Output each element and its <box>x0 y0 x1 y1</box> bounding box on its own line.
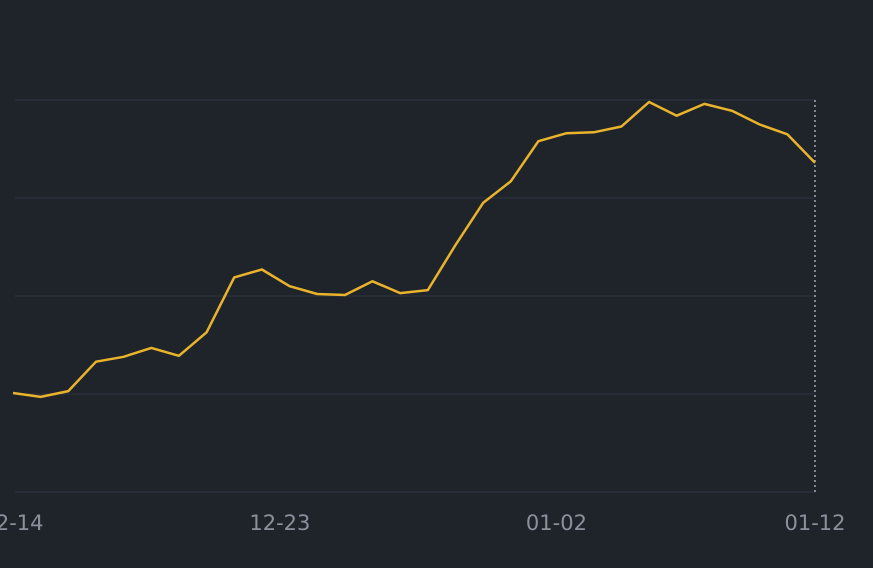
x-tick-label: 01-12 <box>784 511 845 535</box>
data-line <box>12 100 816 399</box>
x-tick-label: 01-02 <box>526 511 587 535</box>
x-tick-label: 12-14 <box>0 511 44 535</box>
x-tick-label: 12-23 <box>249 511 310 535</box>
